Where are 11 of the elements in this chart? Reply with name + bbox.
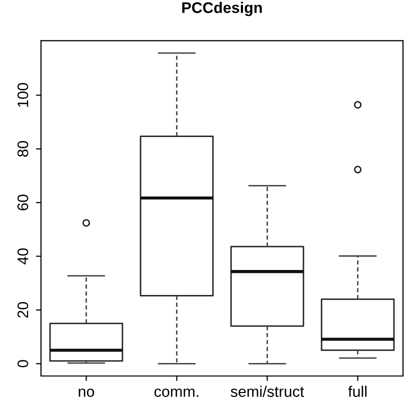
y-tick-label: 100: [17, 83, 28, 107]
y-tick-label: 0: [17, 360, 28, 368]
y-tick-label: 40: [17, 248, 28, 264]
y-tick-label: 60: [17, 194, 28, 210]
x-tick-label: no: [78, 388, 94, 397]
x-tick-label: comm.: [154, 388, 198, 397]
y-tick-label: 80: [17, 140, 28, 157]
x-tick-label: semi/struct: [230, 386, 304, 397]
y-tick-label: 20: [17, 302, 28, 318]
x-tick-label: full: [348, 386, 366, 397]
chart-title: PCCdesign: [182, 2, 262, 16]
